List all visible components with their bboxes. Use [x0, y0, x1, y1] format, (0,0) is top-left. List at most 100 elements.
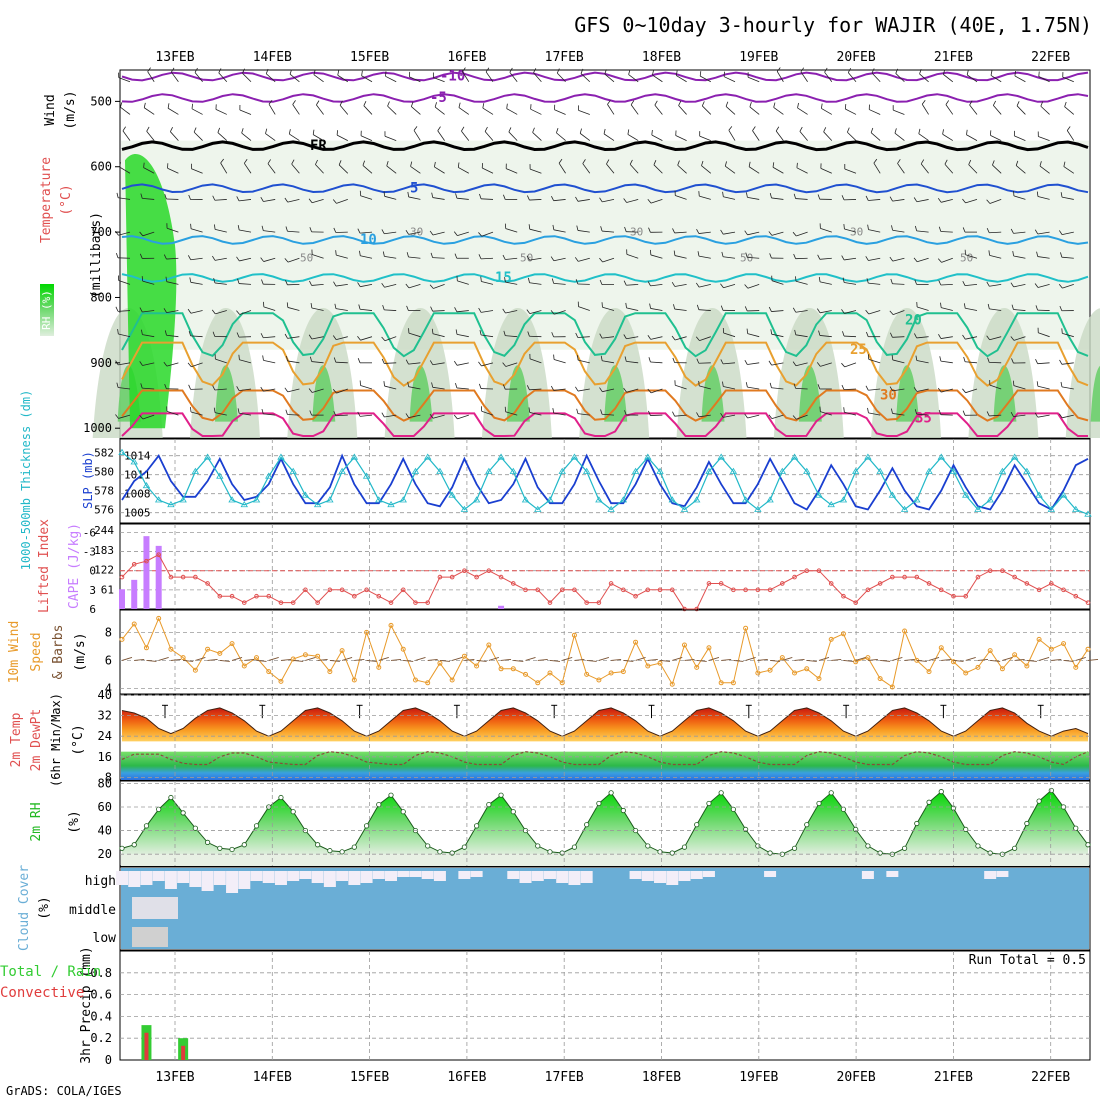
- wind-barb: [171, 71, 179, 83]
- thickness-tick-label: 576: [94, 504, 114, 517]
- y-axis-label: (millibars): [89, 212, 104, 298]
- wind-barb: [166, 257, 179, 260]
- wind-barb-flag: [431, 328, 434, 334]
- wind-speed-marker: [633, 639, 639, 645]
- thickness-tick-label: 582: [94, 447, 114, 460]
- wind-barb-flag: [1010, 282, 1014, 288]
- wind-barb: [553, 359, 566, 364]
- wind-barb: [855, 656, 866, 661]
- wind-barb-flag: [316, 100, 320, 106]
- wind-barb-flag: [944, 159, 948, 165]
- wind-barb: [142, 414, 155, 420]
- wind-barb: [505, 228, 518, 233]
- wind-barb: [873, 162, 881, 174]
- rh-marker: [474, 823, 480, 829]
- wind-barb: [868, 199, 881, 201]
- wind-barb-flag: [458, 102, 461, 108]
- thickness-marker: [338, 467, 346, 474]
- wind-barb-flag: [407, 381, 410, 387]
- wind-speed-marker: [1061, 641, 1067, 647]
- rh-marker: [1036, 798, 1042, 804]
- thickness-marker: [436, 467, 444, 474]
- wind-barb: [651, 134, 663, 141]
- wind-barb: [721, 658, 732, 661]
- rh-marker: [681, 844, 688, 850]
- wind-barb: [481, 231, 494, 237]
- wind-barb: [118, 387, 131, 390]
- wind-barb: [844, 411, 857, 416]
- wind-barb: [941, 388, 953, 393]
- wind-barb: [280, 658, 292, 661]
- wind-barb: [432, 257, 445, 259]
- wind-barb-flag: [558, 158, 563, 164]
- wind-barb: [363, 105, 373, 115]
- wind-speed-marker: [706, 645, 712, 651]
- wind-barb: [700, 75, 711, 83]
- wind-barb-flag: [478, 307, 482, 313]
- wind-barb: [553, 282, 566, 285]
- wind-barb-flag: [213, 277, 216, 284]
- wind-speed-marker: [168, 646, 174, 652]
- high-cloud-gap: [678, 871, 691, 881]
- wind-barb: [904, 658, 915, 661]
- wind-barb: [458, 107, 470, 115]
- lifted-index-marker: [315, 600, 320, 605]
- wind-barb: [432, 362, 445, 366]
- thickness-marker: [216, 472, 224, 479]
- thickness-marker: [472, 496, 481, 503]
- wind-barb: [384, 414, 397, 418]
- wind-barb-flag: [721, 251, 724, 257]
- high-cloud-gap: [433, 871, 446, 881]
- wind-barb: [170, 131, 179, 141]
- wind-barb-flag: [915, 355, 918, 361]
- wind-barb-flag: [482, 103, 485, 109]
- rh-high-region: [896, 365, 920, 422]
- wind-barb-flag: [405, 283, 410, 289]
- wind-barb-flag: [938, 280, 942, 286]
- thickness-marker: [142, 481, 151, 489]
- rh-marker: [253, 823, 260, 829]
- rh-marker: [143, 823, 150, 829]
- wind-barb: [317, 658, 328, 661]
- wind-barb-flag: [243, 158, 248, 164]
- wind-barb: [360, 231, 373, 234]
- wind-barb: [603, 133, 615, 141]
- rh-tick-label: 80: [98, 776, 112, 790]
- wind-barb: [844, 310, 857, 314]
- rh-marker: [168, 794, 174, 801]
- high-cloud-gap: [201, 871, 214, 891]
- high-cloud-gap: [274, 871, 287, 885]
- wind-speed-marker: [1085, 646, 1091, 652]
- wind-barb: [771, 387, 784, 390]
- wind-barb-flag: [188, 330, 192, 336]
- wind-barb: [821, 108, 832, 115]
- x-tick-label: 17FEB: [545, 1070, 584, 1085]
- thickness-marker: [680, 505, 689, 512]
- cape-tick-label: 183: [94, 544, 114, 557]
- wind-barb-flag: [962, 388, 966, 393]
- precip-tick-label: 0.6: [90, 988, 112, 1002]
- lifted-index-marker: [657, 587, 663, 593]
- wind-barb: [525, 656, 536, 661]
- thickness-marker: [240, 500, 248, 508]
- wind-speed-marker: [474, 663, 480, 669]
- isotherm: [121, 93, 1089, 103]
- wind-barb-flag: [165, 276, 168, 282]
- thickness-marker: [1010, 453, 1019, 460]
- wind-speed-marker: [608, 670, 614, 676]
- wind-barb: [166, 411, 179, 416]
- wind-barb: [870, 132, 881, 141]
- wind-barb-flag: [865, 195, 869, 201]
- cape-bar: [155, 545, 162, 609]
- wind-barb-flag: [332, 199, 337, 204]
- wind-barb: [771, 280, 784, 285]
- wind-barb: [387, 105, 397, 115]
- high-cloud-gap: [470, 871, 483, 877]
- wind-barb-flag: [938, 409, 942, 415]
- wind-barb: [553, 412, 566, 416]
- isotherm-label: 30: [880, 388, 897, 404]
- wind-barb-flag: [163, 361, 168, 367]
- wind-barb: [698, 255, 711, 259]
- wind-barb: [869, 109, 881, 115]
- wind-speed-marker: [571, 632, 577, 638]
